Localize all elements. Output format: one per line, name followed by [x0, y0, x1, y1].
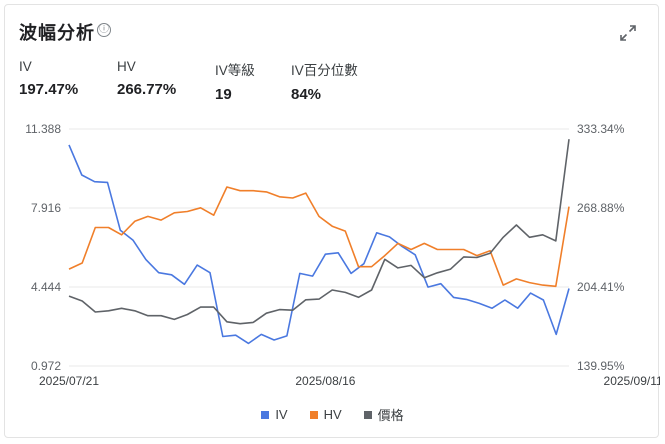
legend-swatch-iv — [261, 410, 270, 419]
legend-item-hv[interactable]: HV — [309, 405, 342, 424]
volatility-chart[interactable]: 11.388 333.34% 7.916 268.88% 4.444 204.41% 0.9… — [5, 5, 660, 400]
stat-hv: HV 266.77% — [117, 59, 176, 98]
stat-iv-rank-label: IV等級 — [215, 63, 255, 78]
stat-iv-percentile-value: 84% — [291, 86, 322, 103]
x-axis-tick-label: 2025/09/11 — [604, 374, 660, 388]
hv-series-line — [68, 186, 570, 288]
stat-iv-percentile-label: IV百分位數 — [291, 63, 358, 78]
legend-swatch-price — [363, 410, 372, 419]
price-series-line — [68, 139, 570, 325]
expand-icon[interactable] — [620, 25, 636, 41]
left-axis-tick-label: 0.972 — [31, 359, 61, 373]
legend-label-price: 價格 — [377, 408, 404, 423]
left-axis-tick-label: 7.916 — [31, 201, 61, 215]
x-axis-tick-label: 2025/08/16 — [295, 374, 355, 388]
stat-hv-value: 266.77% — [117, 81, 177, 98]
legend-item-price[interactable]: 價格 — [363, 405, 404, 424]
stat-iv-rank-value: 19 — [215, 86, 232, 103]
stat-iv-value: 197.47% — [19, 81, 79, 98]
legend-item-iv[interactable]: IV — [261, 405, 288, 424]
volatility-card: 波幅分析 ⓘ IV 197.47% HV 266.77% IV等級 19 IV百… — [4, 4, 660, 438]
card-title: 波幅分析 — [19, 23, 95, 43]
legend-label-iv: IV — [275, 407, 288, 422]
right-axis-tick-label: 204.41% — [577, 280, 625, 294]
left-axis-tick-label: 4.444 — [31, 280, 61, 294]
legend-swatch-hv — [309, 410, 318, 419]
right-axis-tick-label: 333.34% — [577, 122, 625, 136]
right-axis-tick-label: 139.95% — [577, 359, 625, 373]
stat-iv-label: IV — [19, 59, 32, 74]
left-axis-tick-label: 11.388 — [25, 122, 61, 136]
x-axis-tick-label: 2025/07/21 — [39, 374, 99, 388]
stat-hv-label: HV — [117, 59, 136, 74]
stat-iv-percentile: IV百分位數 84% — [291, 59, 358, 103]
info-icon[interactable]: ⓘ — [97, 23, 111, 37]
right-axis-tick-label: 268.88% — [577, 201, 625, 215]
stat-iv-rank: IV等級 19 — [215, 59, 255, 103]
iv-series-line — [68, 144, 570, 345]
stat-iv: IV 197.47% — [19, 59, 78, 98]
chart-legend: IV HV 價格 — [5, 405, 660, 424]
legend-label-hv: HV — [323, 407, 342, 422]
